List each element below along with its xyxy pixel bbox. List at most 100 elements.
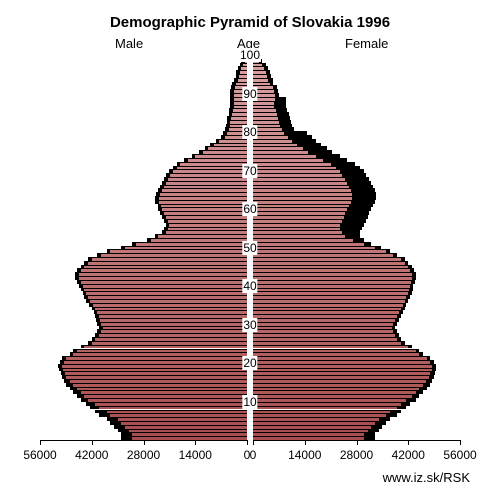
female-bar [253,63,262,67]
male-bar [132,432,247,436]
female-bar [253,265,408,269]
pyramid-row [40,257,460,261]
male-bar [79,272,247,276]
female-bar [253,425,371,429]
male-bar [239,74,247,78]
female-bar [253,78,268,82]
male-bar [66,375,247,379]
x-tick-label: 0 [250,448,257,462]
pyramid-row [40,120,460,124]
y-tick-label: 40 [242,279,257,293]
male-bar [63,368,247,372]
pyramid-row [40,185,460,189]
chart-title: Demographic Pyramid of Slovakia 1996 [0,14,500,31]
male-bar [84,265,247,269]
male-bar [81,390,247,394]
pyramid-row [40,272,460,276]
pyramid-row [40,78,460,82]
female-bar [253,318,395,322]
y-tick-label: 70 [242,164,257,178]
male-bar [95,402,247,406]
female-bar [253,139,292,143]
female-bar [253,154,316,158]
female-bar [253,112,277,116]
male-bar [110,249,247,253]
x-tick [247,440,248,445]
female-bar [253,429,368,433]
female-bar [253,158,323,162]
male-bar [99,333,247,337]
female-bar [253,291,408,295]
x-tick-label: 14000 [288,448,321,462]
watermark: www.iz.sk/RSK [383,470,470,485]
male-bar [95,337,247,341]
male-bar [110,413,247,417]
female-bar [253,307,401,311]
female-bar [253,238,353,242]
x-tick [357,440,358,445]
pyramid-row [40,108,460,112]
female-bar [253,368,432,372]
female-bar [253,349,416,353]
male-bar [168,227,247,231]
male-bar [125,246,247,250]
x-tick [408,440,409,445]
female-bar [253,185,349,189]
female-bar [253,162,331,166]
female-bar [253,383,423,387]
male-bar [158,234,247,238]
female-bar [253,108,276,112]
female-bar [253,135,288,139]
male-bar [234,101,247,105]
female-bar [253,211,345,215]
female-bar [253,314,397,318]
female-bar [253,146,303,150]
pyramid-row [40,337,460,341]
male-bar [77,349,247,353]
pyramid-row [40,421,460,425]
x-tick-label: 56000 [23,448,56,462]
female-bar [253,375,429,379]
male-bar [101,322,247,326]
pyramid-row [40,268,460,272]
female-bar [253,204,349,208]
male-bar [230,120,247,124]
pyramid-row [40,265,460,269]
female-bar [253,303,403,307]
x-tick-label: 42000 [75,448,108,462]
male-bar [170,173,247,177]
pyramid-row [40,181,460,185]
pyramid-row [40,112,460,116]
female-bar [253,288,409,292]
male-bar [203,150,247,154]
y-tick-label: 60 [242,202,257,216]
male-bar [168,177,247,181]
pyramid-row [40,345,460,349]
female-bar [253,242,364,246]
female-bar [253,223,340,227]
pyramid-row [40,82,460,86]
female-bar [253,326,392,330]
female-bar [253,410,390,414]
female-bar [253,379,426,383]
pyramid-row [40,333,460,337]
male-bar [233,108,247,112]
pyramid-row [40,383,460,387]
female-bar [253,413,386,417]
female-bar [253,200,351,204]
x-tick [305,440,306,445]
x-tick-label: 28000 [127,448,160,462]
male-bar [62,364,247,368]
male-bar [100,318,247,322]
female-bar [253,432,364,436]
pyramid-row [40,429,460,433]
female-bar [253,131,284,135]
x-tick-label: 14000 [179,448,212,462]
male-bar [161,204,247,208]
male-bar [136,242,247,246]
male-bar [92,257,247,261]
male-bar [84,345,247,349]
female-bar [253,253,393,257]
pyramid-row [40,307,460,311]
x-tick-label: 56000 [443,448,476,462]
